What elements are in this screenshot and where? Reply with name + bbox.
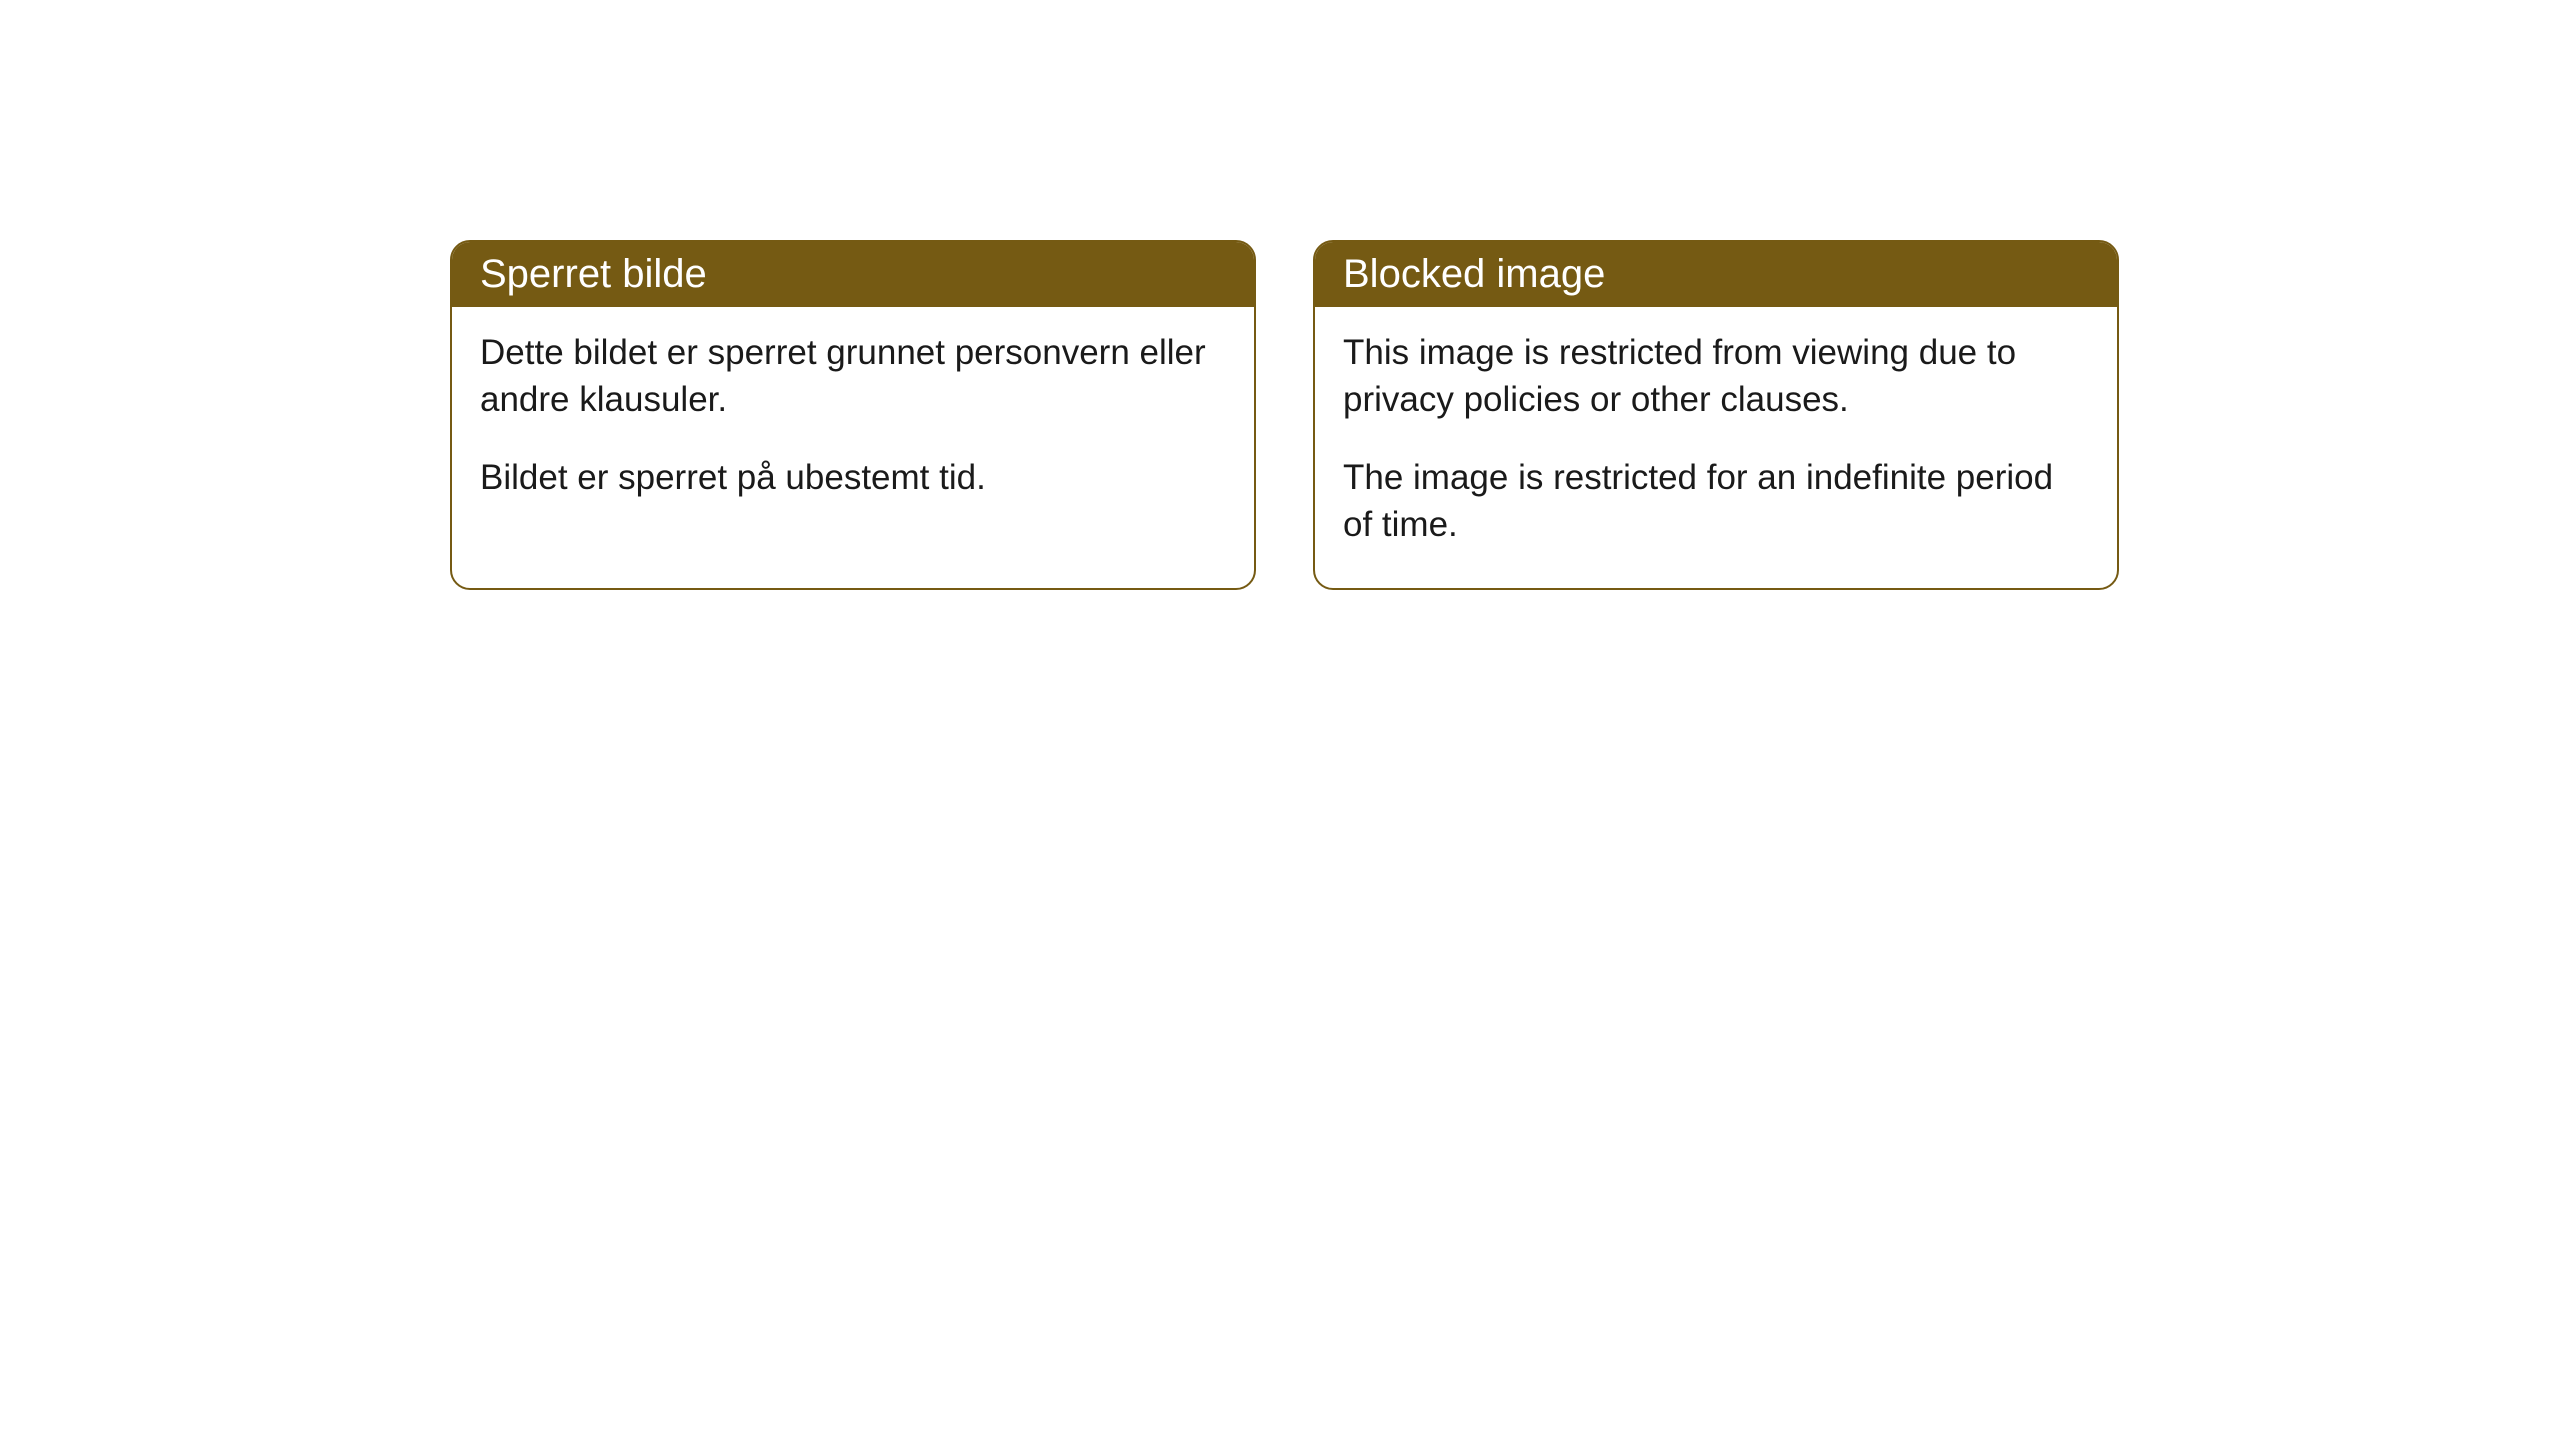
notice-header-norwegian: Sperret bilde bbox=[452, 242, 1254, 307]
notice-body-english: This image is restricted from viewing du… bbox=[1315, 307, 2117, 588]
notice-title: Sperret bilde bbox=[480, 252, 707, 296]
notice-header-english: Blocked image bbox=[1315, 242, 2117, 307]
notice-paragraph: Dette bildet er sperret grunnet personve… bbox=[480, 329, 1226, 424]
notice-card-english: Blocked image This image is restricted f… bbox=[1313, 240, 2119, 590]
notice-body-norwegian: Dette bildet er sperret grunnet personve… bbox=[452, 307, 1254, 541]
notice-paragraph: This image is restricted from viewing du… bbox=[1343, 329, 2089, 424]
notice-card-norwegian: Sperret bilde Dette bildet er sperret gr… bbox=[450, 240, 1256, 590]
notice-paragraph: The image is restricted for an indefinit… bbox=[1343, 454, 2089, 549]
notice-paragraph: Bildet er sperret på ubestemt tid. bbox=[480, 454, 1226, 501]
notice-container: Sperret bilde Dette bildet er sperret gr… bbox=[450, 240, 2119, 590]
notice-title: Blocked image bbox=[1343, 252, 1605, 296]
